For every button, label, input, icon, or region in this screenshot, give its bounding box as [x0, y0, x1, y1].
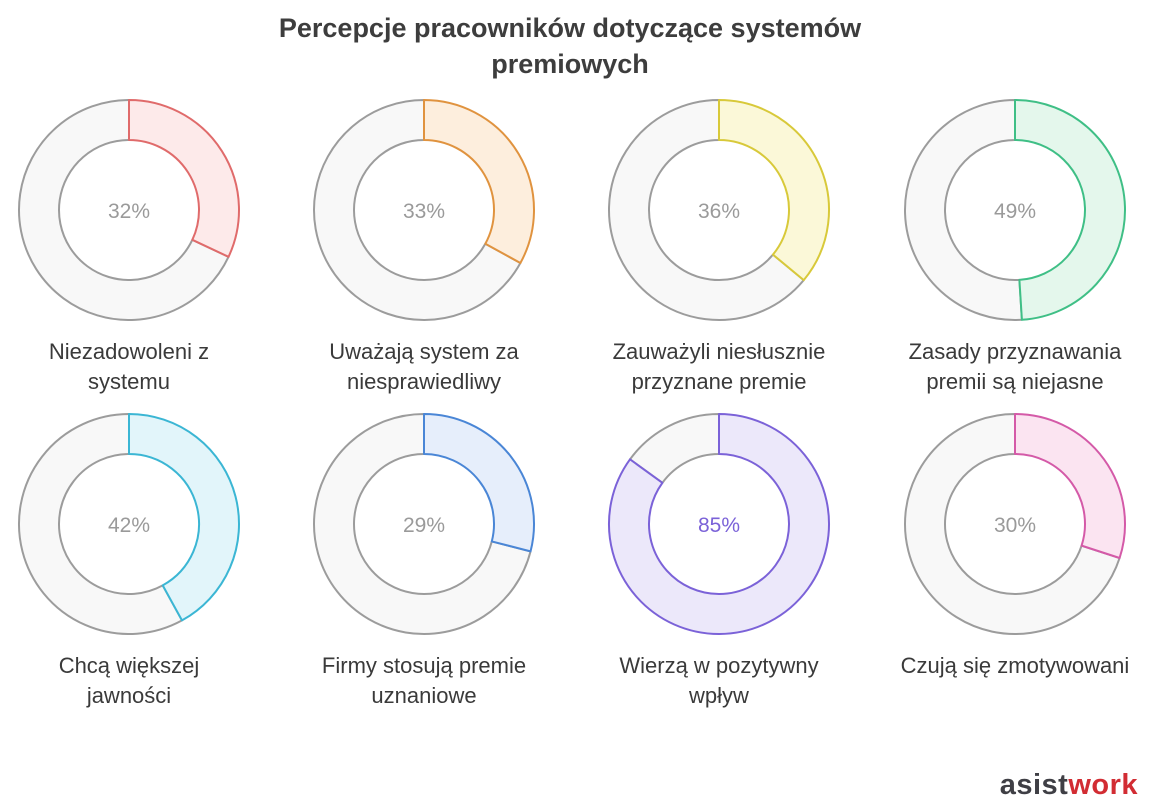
- donut-percentage-label: 32%: [108, 200, 150, 223]
- donut-category-label-line: jawności: [86, 683, 172, 708]
- donut-remainder-segment: [904, 99, 1023, 321]
- donut-remainder-segment: [18, 413, 183, 635]
- donut-category-label: Zasady przyznawania premii są niejasne: [885, 337, 1145, 397]
- donut-chart: 49%: [904, 99, 1126, 321]
- donut-value-segment: [128, 99, 240, 258]
- donut-category-label-line: Zauważyli niesłusznie: [612, 339, 826, 364]
- donut-remainder-segment: [313, 99, 522, 321]
- donut-chart: 33%: [313, 99, 535, 321]
- donut-chart: 32%: [18, 99, 240, 321]
- donut-category-label-line: wpływ: [689, 683, 749, 708]
- donut-category-label-line: Uważają system za: [329, 339, 519, 364]
- donut-chart: 30%: [904, 413, 1127, 635]
- donut-category-label: Czują się zmotywowani: [885, 651, 1145, 681]
- donut-category-label-line: premii są niejasne: [926, 369, 1104, 394]
- donut-chart: 36%: [608, 99, 830, 321]
- donut-category-label-line: Zasady przyznawania: [908, 339, 1122, 364]
- donut-category-label-line: Firmy stosują premie: [321, 653, 527, 678]
- donut-remainder-segment: [608, 99, 805, 321]
- donut-percentage-label: 85%: [698, 514, 740, 537]
- donut-value-segment: [718, 99, 830, 282]
- donut-category-label-line: Wierzą w pozytywny: [619, 653, 819, 678]
- donut-category-label-line: Czują się zmotywowani: [900, 653, 1130, 678]
- donut-category-label: Firmy stosują premie uznaniowe: [294, 651, 554, 711]
- donut-category-label-line: uznaniowe: [371, 683, 477, 708]
- chart-title: Percepcje pracowników dotyczące systemów…: [0, 10, 1140, 82]
- donut-percentage-label: 33%: [403, 200, 445, 223]
- donut-chart: 29%: [313, 413, 535, 635]
- donut-value-segment: [128, 413, 240, 622]
- donut-chart: 42%: [18, 413, 240, 635]
- donut-chart: 85%: [608, 413, 830, 635]
- donut-percentage-label: 29%: [403, 514, 445, 537]
- chart-title-line-2: premiowych: [491, 49, 649, 79]
- donut-category-label: Niezadowoleni z systemu: [0, 337, 259, 397]
- donut-category-label-line: systemu: [88, 369, 170, 394]
- donut-value-segment: [423, 413, 535, 553]
- donut-percentage-label: 36%: [698, 200, 740, 223]
- donut-percentage-label: 30%: [994, 514, 1036, 537]
- donut-value-segment: [1014, 413, 1127, 559]
- donut-value-segment: [608, 413, 830, 635]
- donut-category-label-line: niesprawiedliwy: [346, 369, 502, 394]
- chart-title-line-1: Percepcje pracowników dotyczące systemów: [278, 13, 862, 43]
- brand-logo-part-1: asist: [999, 769, 1069, 801]
- donut-remainder-segment: [904, 413, 1121, 635]
- donut-category-label: Zauważyli niesłusznie przyznane premie: [589, 337, 849, 397]
- donut-remainder-segment: [18, 99, 230, 321]
- donut-category-label-line: Niezadowoleni z: [48, 339, 210, 364]
- brand-logo: asistwork: [1000, 769, 1138, 802]
- brand-logo-part-2: work: [1068, 769, 1138, 801]
- donut-category-label-line: Chcą większej: [58, 653, 200, 678]
- donut-percentage-label: 49%: [994, 200, 1036, 223]
- donut-category-label: Chcą większej jawności: [0, 651, 259, 711]
- donut-value-segment: [423, 99, 535, 264]
- donut-category-label: Uważają system za niesprawiedliwy: [294, 337, 554, 397]
- donut-category-label: Wierzą w pozytywny wpływ: [589, 651, 849, 711]
- donut-remainder-segment: [313, 413, 532, 635]
- donut-value-segment: [1014, 99, 1126, 321]
- donut-category-label-line: przyznane premie: [631, 369, 807, 394]
- donut-percentage-label: 42%: [108, 514, 150, 537]
